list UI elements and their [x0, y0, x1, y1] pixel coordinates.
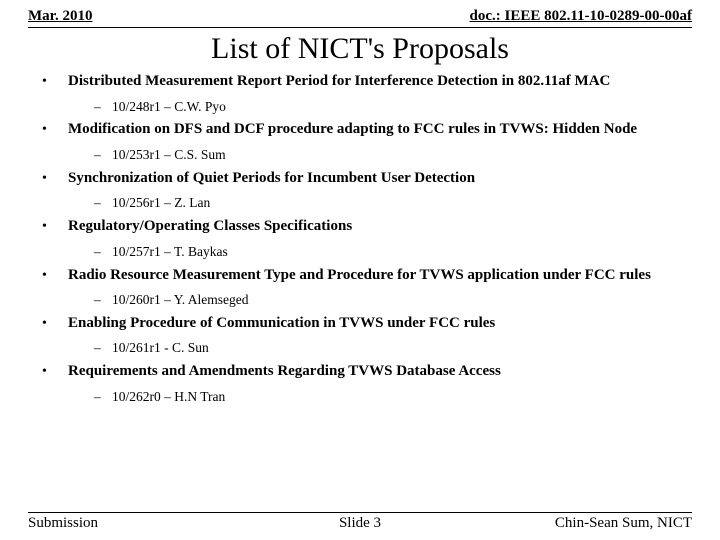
footer-rule — [28, 512, 692, 513]
proposal-ref: 10/261r1 - C. Sun — [94, 339, 692, 358]
proposal-ref: 10/260r1 – Y. Alemseged — [94, 291, 692, 310]
header-date: Mar. 2010 — [28, 8, 92, 25]
proposal-list: Distributed Measurement Report Period fo… — [38, 72, 692, 407]
proposal-title: Regulatory/Operating Classes Specificati… — [68, 217, 692, 237]
proposal-ref: 10/257r1 – T. Baykas — [94, 243, 692, 262]
slide-title: List of NICT's Proposals — [0, 28, 720, 72]
header-docid: doc.: IEEE 802.11-10-0289-00-00af — [470, 8, 693, 25]
slide-header: Mar. 2010 doc.: IEEE 802.11-10-0289-00-0… — [0, 0, 720, 27]
slide-footer: Submission Slide 3 Chin-Sean Sum, NICT — [28, 512, 692, 532]
proposal-title: Enabling Procedure of Communication in T… — [68, 314, 692, 334]
list-item: Regulatory/Operating Classes Specificati… — [38, 217, 692, 261]
proposal-ref: 10/262r0 – H.N Tran — [94, 388, 692, 407]
proposal-title: Distributed Measurement Report Period fo… — [68, 72, 692, 92]
list-item: Distributed Measurement Report Period fo… — [38, 72, 692, 116]
proposal-title: Radio Resource Measurement Type and Proc… — [68, 266, 692, 286]
list-item: Modification on DFS and DCF procedure ad… — [38, 120, 692, 164]
proposal-ref: 10/256r1 – Z. Lan — [94, 194, 692, 213]
slide-content: Distributed Measurement Report Period fo… — [0, 72, 720, 407]
footer-slide-number: Slide 3 — [339, 515, 381, 532]
footer-author: Chin-Sean Sum, NICT — [555, 515, 692, 532]
proposal-title: Requirements and Amendments Regarding TV… — [68, 362, 692, 382]
footer-left: Submission — [28, 515, 98, 532]
proposal-ref: 10/248r1 – C.W. Pyo — [94, 98, 692, 117]
proposal-ref: 10/253r1 – C.S. Sum — [94, 146, 692, 165]
list-item: Enabling Procedure of Communication in T… — [38, 314, 692, 358]
list-item: Synchronization of Quiet Periods for Inc… — [38, 169, 692, 213]
list-item: Requirements and Amendments Regarding TV… — [38, 362, 692, 406]
proposal-title: Modification on DFS and DCF procedure ad… — [68, 120, 692, 140]
list-item: Radio Resource Measurement Type and Proc… — [38, 266, 692, 310]
proposal-title: Synchronization of Quiet Periods for Inc… — [68, 169, 692, 189]
